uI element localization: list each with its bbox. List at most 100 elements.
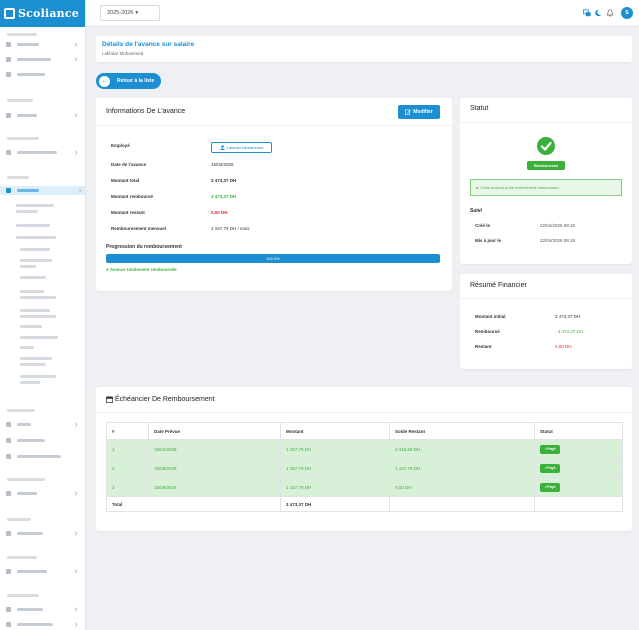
remaining-balance: 0,00 DH [389,477,535,497]
sidebar-subitem[interactable] [20,265,36,268]
translate-icon[interactable] [583,9,591,17]
sidebar-section-label [7,409,35,412]
user-icon [219,145,225,150]
sidebar-item[interactable] [4,70,81,79]
page-title: Détails de l'avance sur salaire [102,41,195,48]
total-amount-value: 3 473,37 DH [211,178,237,183]
sidebar-item[interactable] [4,40,81,49]
schedule-table: # Date Prévue Montant Solde Restant Stat… [106,422,623,512]
amount: 1 157,79 DH [280,439,390,459]
status-cell: ✓ Payé [534,458,623,478]
column-header: Date Prévue [148,422,281,440]
sidebar-subitem[interactable] [20,363,46,366]
followup-title: Suivi [470,208,482,214]
check-circle-icon [537,137,555,155]
status-badge: Remboursée [527,161,565,170]
status-cell: ✓ Payé [534,477,623,497]
school-year-select[interactable]: 2025-2026 ▾ [100,5,160,21]
advance-info-card: Informations De L'avance Modifier Employ… [96,98,452,291]
sidebar-section-label [7,137,39,140]
moon-icon[interactable] [594,9,602,17]
total-amount: 3 473,37 DH [280,496,390,512]
divider [96,412,632,413]
sidebar-section-label [7,478,45,481]
sidebar-item[interactable] [4,620,81,629]
back-to-list-button[interactable]: ← Retour à la liste [96,73,161,89]
schedule-card-title: Échéancier De Remboursement [106,396,215,403]
edit-button[interactable]: Modifier [398,105,440,119]
sidebar-item[interactable] [4,489,81,498]
sidebar-subitem[interactable] [16,236,56,239]
sidebar: Scoliance [0,0,86,630]
row-number: 1 [106,439,149,459]
initial-amount-value: 3 473,37 DH [555,314,581,319]
status-card-title: Statut [470,105,489,112]
divider [460,298,632,299]
empty-cell [534,496,623,512]
check-icon: ✓ [544,485,548,489]
sidebar-subitem[interactable] [16,210,38,213]
paid-badge: ✓ Payé [540,444,560,454]
employee-link-button[interactable]: Lakhdar Mohammed [211,142,272,153]
sidebar-section-label [7,594,39,597]
updated-at-label: Mis à jour le [475,238,502,243]
sidebar-item[interactable] [4,436,81,445]
paid-badge: ✓ Payé [540,463,560,473]
user-avatar[interactable]: S [621,7,633,19]
bell-icon[interactable] [606,9,614,17]
app-logo[interactable]: Scoliance [0,0,85,27]
chevron-down-icon: ▾ [135,10,139,16]
sidebar-item[interactable] [4,55,81,64]
check-icon [540,141,552,151]
reimbursed-value: - 3 473,37 DH [555,329,584,334]
sidebar-subitem[interactable] [16,204,54,207]
progress-status-text: Avance totalement remboursée [109,267,177,272]
sidebar-subitem[interactable] [20,357,52,360]
status-cell: ✓ Payé [534,439,623,459]
reimbursed-amount-value: 3 473,37 DH [211,194,237,199]
sidebar-subitem[interactable] [20,309,50,312]
financial-summary-card: Résumé Financier Montant initial 3 473,3… [460,274,632,369]
sidebar-item[interactable] [4,111,81,120]
sidebar-item[interactable] [4,605,81,614]
total-label: Total [106,496,281,512]
sidebar-section-label [7,99,33,102]
sidebar-subitem[interactable] [20,336,58,339]
info-card-title: Informations De L'avance [106,108,186,115]
sidebar-subitem[interactable] [20,259,52,262]
sidebar-subitem[interactable] [20,381,40,384]
sidebar-subitem[interactable] [16,224,50,227]
sidebar-item[interactable] [4,420,81,429]
status-card: Statut Remboursée ● Cette avance a été e… [460,98,632,264]
sidebar-subitem[interactable] [20,276,46,279]
sidebar-item[interactable] [4,529,81,538]
table-total-row: Total 3 473,37 DH [106,496,623,512]
sidebar-subitem[interactable] [20,248,50,251]
column-header: # [106,422,149,440]
table-row: 3 15/06/2026 1 157,79 DH 0,00 DH ✓ Payé [106,477,623,497]
sidebar-subitem[interactable] [20,325,42,328]
sidebar-subitem[interactable] [20,296,56,299]
sidebar-item[interactable] [4,452,81,461]
sidebar-subitem[interactable] [20,346,34,349]
sidebar-subitem[interactable] [20,290,44,293]
remaining-amount-label: Montant restant [111,210,145,215]
progress-fill: 100.0% [106,254,440,263]
sidebar-subitem[interactable] [20,315,56,318]
sidebar-item[interactable] [4,148,81,157]
due-date: 15/06/2026 [148,477,281,497]
progress-label: Progression du remboursement [106,244,182,250]
advance-date-label: Date de l'avance [111,162,147,167]
sidebar-section-label [7,518,31,521]
repayment-progress-bar: 100.0% [106,254,440,263]
sidebar-item-active[interactable] [0,186,85,195]
paid-badge-label: Payé [547,485,556,489]
school-year-value: 2025-2026 [107,10,134,16]
status-alert: ● Cette avance a été entièrement rembour… [470,179,622,196]
table-row: 2 15/05/2026 1 157,79 DH 1 157,79 DH ✓ Pa… [106,458,623,478]
page-header-card: Détails de l'avance sur salaire Lakhdar … [96,36,632,62]
sidebar-subitem[interactable] [20,375,56,378]
sidebar-item[interactable] [4,567,81,576]
created-at-value: 22/04/2026 08:18 [540,223,576,228]
divider [460,122,632,123]
